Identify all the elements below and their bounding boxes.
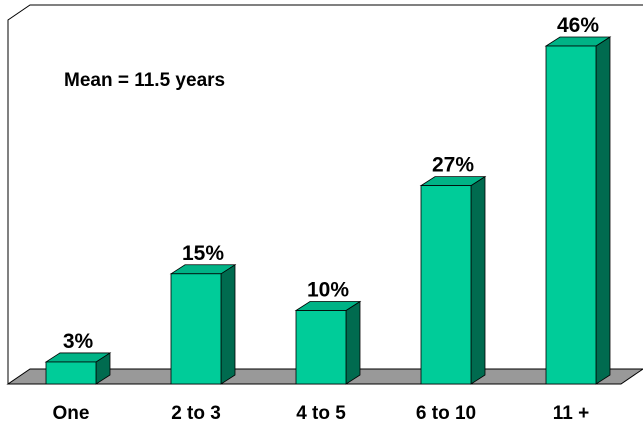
bar-2: [169, 264, 237, 385]
back-wall-edge: [7, 4, 643, 384]
bar-front: [420, 185, 472, 385]
bar-side: [345, 300, 361, 385]
data-label-5: 46%: [557, 14, 599, 37]
bar-side: [220, 264, 236, 385]
bar-front: [45, 361, 97, 385]
data-label-3: 10%: [307, 279, 349, 302]
bar-1: [44, 352, 112, 385]
data-label-4: 27%: [432, 154, 474, 177]
bar-4: [419, 175, 487, 385]
bar-5: [544, 36, 612, 385]
bar-side: [470, 175, 486, 385]
data-label-1: 3%: [63, 330, 94, 353]
bar-3: [294, 300, 362, 385]
tick-labels-group: One 2 to 3 4 to 5 6 to 10 11 +: [53, 403, 590, 424]
x-tick-label-4: 6 to 10: [416, 403, 476, 424]
mean-annotation: Mean = 11.5 years: [64, 70, 225, 91]
bars-group: [44, 36, 612, 385]
data-label-2: 15%: [182, 242, 224, 265]
x-tick-label-3: 4 to 5: [296, 403, 346, 424]
bar-side: [595, 36, 611, 385]
bar-front: [170, 273, 222, 385]
data-labels-group: 3% 15% 10% 27% 46%: [63, 14, 600, 353]
x-tick-label-5: 11 +: [553, 403, 589, 424]
x-tick-label-1: One: [53, 403, 90, 424]
x-tick-label-2: 2 to 3: [171, 403, 221, 424]
bar-front: [545, 45, 597, 385]
bar-front: [295, 310, 347, 385]
